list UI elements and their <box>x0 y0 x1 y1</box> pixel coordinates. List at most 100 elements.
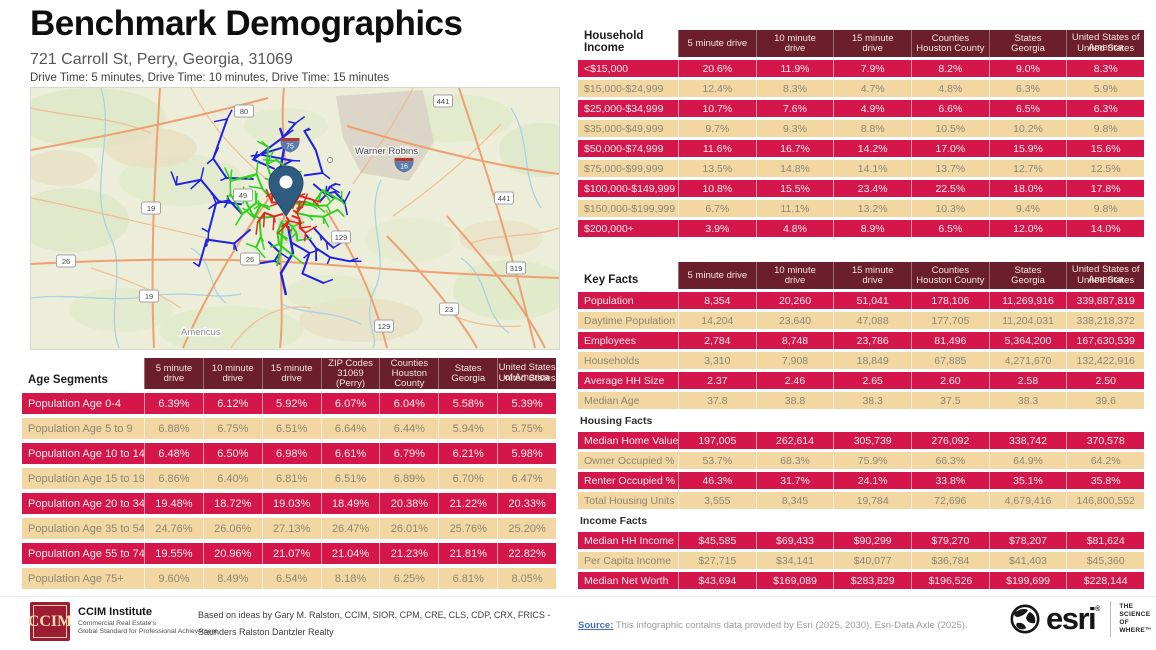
column-header: 15 minute drive <box>833 262 912 289</box>
household-income-table: Household Income 5 minute drive 10 minute d… <box>578 30 1145 237</box>
value-cell: 8.3% <box>755 80 834 97</box>
value-cell: 9.4% <box>988 200 1067 217</box>
value-cell: $228,144 <box>1066 572 1144 589</box>
value-cell: $43,694 <box>678 572 756 589</box>
row-label: Total Housing Units <box>584 494 675 507</box>
drive-time-subtitle: Drive Time: 5 minutes, Drive Time: 10 mi… <box>30 72 390 84</box>
table-row: $100,000-$149,999 10.8% 15.5% 23.4% 22.5% 18.… <box>578 180 1144 197</box>
credit-line-1: Based on ideas by Gary M. Ralston, CCIM,… <box>198 610 551 620</box>
key-facts-table: Key Facts 5 minute drive 10 minute drive 15 … <box>578 262 1145 589</box>
value-cell: 12.5% <box>1066 160 1144 177</box>
table-section-header: Housing Facts <box>578 412 1144 429</box>
value-cell: 8.49% <box>202 568 262 589</box>
value-cell: 4,271,670 <box>988 352 1067 369</box>
value-cell: 38.3 <box>833 392 911 409</box>
value-cell: 19.03% <box>261 493 321 514</box>
table-section-header: Income Facts <box>578 512 1144 529</box>
column-header: States Georgia <box>988 30 1067 57</box>
location-pin[interactable] <box>268 165 304 217</box>
value-cell: 6.6% <box>911 100 989 117</box>
row-label: Median Home Value <box>584 434 678 447</box>
row-label: $35,000-$49,999 <box>584 122 664 135</box>
value-cell: 5.92% <box>261 393 321 414</box>
svg-text:26: 26 <box>246 255 254 264</box>
value-cell: 64.2% <box>1066 452 1144 469</box>
row-label: Population Age 20 to 34 <box>28 497 144 510</box>
route-shield: 129 <box>331 230 351 244</box>
table-title: Household Income <box>578 30 678 57</box>
value-cell: 2.50 <box>1066 372 1144 389</box>
ccim-institute-line1: Commercial Real Estate's <box>78 619 156 627</box>
row-label: Population <box>584 294 634 307</box>
value-cell: 16.7% <box>755 140 834 157</box>
table-row: Owner Occupied % 53.7% 68.3% 75.9% 66.3% 64.9… <box>578 452 1144 469</box>
value-cell: 24.1% <box>833 472 911 489</box>
value-cell: 38.3 <box>988 392 1067 409</box>
value-cell: 5.39% <box>497 393 556 414</box>
value-cell: $36,784 <box>911 552 989 569</box>
value-cell: 2.60 <box>911 372 989 389</box>
row-label: <$15,000 <box>584 62 629 75</box>
value-cell: $78,207 <box>988 532 1067 549</box>
value-cell: 3,555 <box>678 492 756 509</box>
city-label: Americus <box>181 327 221 338</box>
value-cell: 26.06% <box>202 518 262 539</box>
row-label: Population Age 0-4 <box>28 397 121 410</box>
table-title: Key Facts <box>578 262 678 289</box>
value-cell: 6.3% <box>988 80 1067 97</box>
esri-logo: esri® THE SCIENCE OF WHERE™ <box>1008 601 1152 637</box>
value-cell: 339,887,819 <box>1066 292 1144 309</box>
address-subtitle: 721 Carroll St, Perry, Georgia, 31069 <box>30 51 293 68</box>
ccim-logo-text: CCIM <box>27 612 73 630</box>
value-cell: 21.81% <box>438 543 497 564</box>
value-cell: 2.65 <box>833 372 911 389</box>
value-cell: 23,786 <box>833 332 911 349</box>
column-header: 10 minute drive <box>755 262 834 289</box>
table-row: Population Age 0-4 6.39% 6.12% 5.92% 6.07% 6.… <box>22 393 556 414</box>
value-cell: 6.50% <box>202 443 262 464</box>
value-cell: $34,141 <box>755 552 834 569</box>
ccim-institute-name: CCIM Institute <box>78 606 152 618</box>
value-cell: 6.88% <box>144 418 203 439</box>
table-row: $25,000-$34,999 10.7% 7.6% 4.9% 6.6% 6.5% 6.3% <box>578 100 1144 117</box>
table-row: Per Capita Income $27,715 $34,141 $40,077 $3… <box>578 552 1144 569</box>
value-cell: 20.33% <box>497 493 556 514</box>
value-cell: 3.9% <box>678 220 756 237</box>
svg-text:441: 441 <box>437 97 450 106</box>
svg-text:129: 129 <box>335 233 348 242</box>
ccim-logo-frame: CCIM <box>28 605 72 638</box>
value-cell: 6.75% <box>202 418 262 439</box>
value-cell: 9.60% <box>144 568 203 589</box>
value-cell: 46.3% <box>678 472 756 489</box>
svg-text:75: 75 <box>286 144 294 151</box>
value-cell: 33.8% <box>911 472 989 489</box>
row-label: Population Age 55 to 74 <box>28 547 144 560</box>
value-cell: 23.4% <box>833 180 911 197</box>
value-cell: 6.81% <box>438 568 497 589</box>
value-cell: 8,748 <box>755 332 834 349</box>
table-row: Total Housing Units 3,555 8,345 19,784 72,69… <box>578 492 1144 509</box>
column-header: Counties Houston County <box>911 262 989 289</box>
source-link[interactable]: Source: <box>578 620 614 631</box>
route-shield: 129 <box>374 319 394 333</box>
value-cell: 5.9% <box>1066 80 1144 97</box>
value-cell: 51,041 <box>833 292 911 309</box>
value-cell: 6.81% <box>261 468 321 489</box>
value-cell: 2.37 <box>678 372 756 389</box>
value-cell: 11.1% <box>755 200 834 217</box>
drive-time-map[interactable]: 80 441 49 19 441 129 26 26 319 19 23 129 75 16 Warner … <box>30 87 560 350</box>
value-cell: 14.8% <box>755 160 834 177</box>
value-cell: 15.5% <box>755 180 834 197</box>
value-cell: 5.58% <box>438 393 497 414</box>
table-row: Population Age 35 to 54 24.76% 26.06% 27.13… <box>22 518 556 539</box>
value-cell: 9.3% <box>755 120 834 137</box>
svg-text:49: 49 <box>239 191 247 200</box>
column-header: United States of America United States <box>497 358 557 389</box>
value-cell: 24.76% <box>144 518 203 539</box>
map-canvas[interactable]: 80 441 49 19 441 129 26 26 319 19 23 129 75 16 Warner … <box>31 88 559 349</box>
value-cell: $169,089 <box>755 572 834 589</box>
value-cell: 81,496 <box>911 332 989 349</box>
value-cell: 9.0% <box>988 60 1067 77</box>
table-row: Average HH Size 2.37 2.46 2.65 2.60 2.58 2.50 <box>578 372 1144 389</box>
value-cell: 18,849 <box>833 352 911 369</box>
